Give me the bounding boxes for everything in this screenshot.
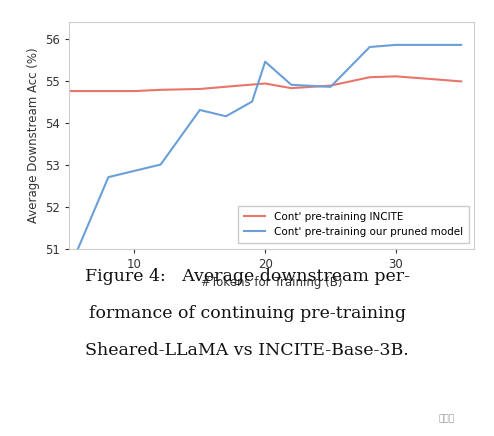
Cont' pre-training INCITE (131, 89, 137, 94)
Cont' pre-training our pruned model (458, 42, 464, 48)
Legend: Cont' pre-training INCITE, Cont' pre-training our pruned model: Cont' pre-training INCITE, Cont' pre-tra… (238, 206, 469, 243)
Cont' pre-training our pruned model (158, 162, 164, 167)
Cont' pre-training INCITE (158, 87, 164, 92)
Cont' pre-training our pruned model (288, 82, 294, 87)
Cont' pre-training INCITE (197, 86, 203, 92)
Cont' pre-training INCITE (328, 83, 333, 88)
Line: Cont' pre-training INCITE: Cont' pre-training INCITE (69, 76, 461, 91)
Cont' pre-training our pruned model (328, 84, 333, 89)
Text: 量子位: 量子位 (438, 414, 454, 423)
Cont' pre-training our pruned model (249, 99, 255, 104)
Cont' pre-training our pruned model (66, 267, 72, 272)
Cont' pre-training our pruned model (367, 44, 372, 50)
Cont' pre-training INCITE (288, 85, 294, 91)
Cont' pre-training INCITE (236, 83, 242, 88)
X-axis label: #Tokens for Training (B): #Tokens for Training (B) (201, 276, 342, 289)
Text: formance of continuing pre-training: formance of continuing pre-training (88, 305, 406, 322)
Cont' pre-training our pruned model (432, 42, 438, 48)
Cont' pre-training our pruned model (197, 107, 203, 112)
Y-axis label: Average Downstream Acc (%): Average Downstream Acc (%) (27, 48, 40, 223)
Cont' pre-training INCITE (432, 77, 438, 82)
Cont' pre-training INCITE (66, 89, 72, 94)
Cont' pre-training INCITE (367, 75, 372, 80)
Cont' pre-training INCITE (105, 89, 111, 94)
Cont' pre-training INCITE (458, 79, 464, 84)
Cont' pre-training our pruned model (105, 174, 111, 180)
Cont' pre-training INCITE (393, 74, 399, 79)
Line: Cont' pre-training our pruned model: Cont' pre-training our pruned model (69, 45, 461, 269)
Cont' pre-training INCITE (262, 81, 268, 86)
Cont' pre-training our pruned model (131, 168, 137, 174)
Cont' pre-training our pruned model (223, 114, 229, 119)
Text: Sheared-LLaMA vs INCITE-Base-3B.: Sheared-LLaMA vs INCITE-Base-3B. (85, 342, 409, 359)
Text: Figure 4:   Average downstream per-: Figure 4: Average downstream per- (84, 268, 410, 285)
Cont' pre-training our pruned model (393, 42, 399, 48)
Cont' pre-training our pruned model (262, 59, 268, 64)
